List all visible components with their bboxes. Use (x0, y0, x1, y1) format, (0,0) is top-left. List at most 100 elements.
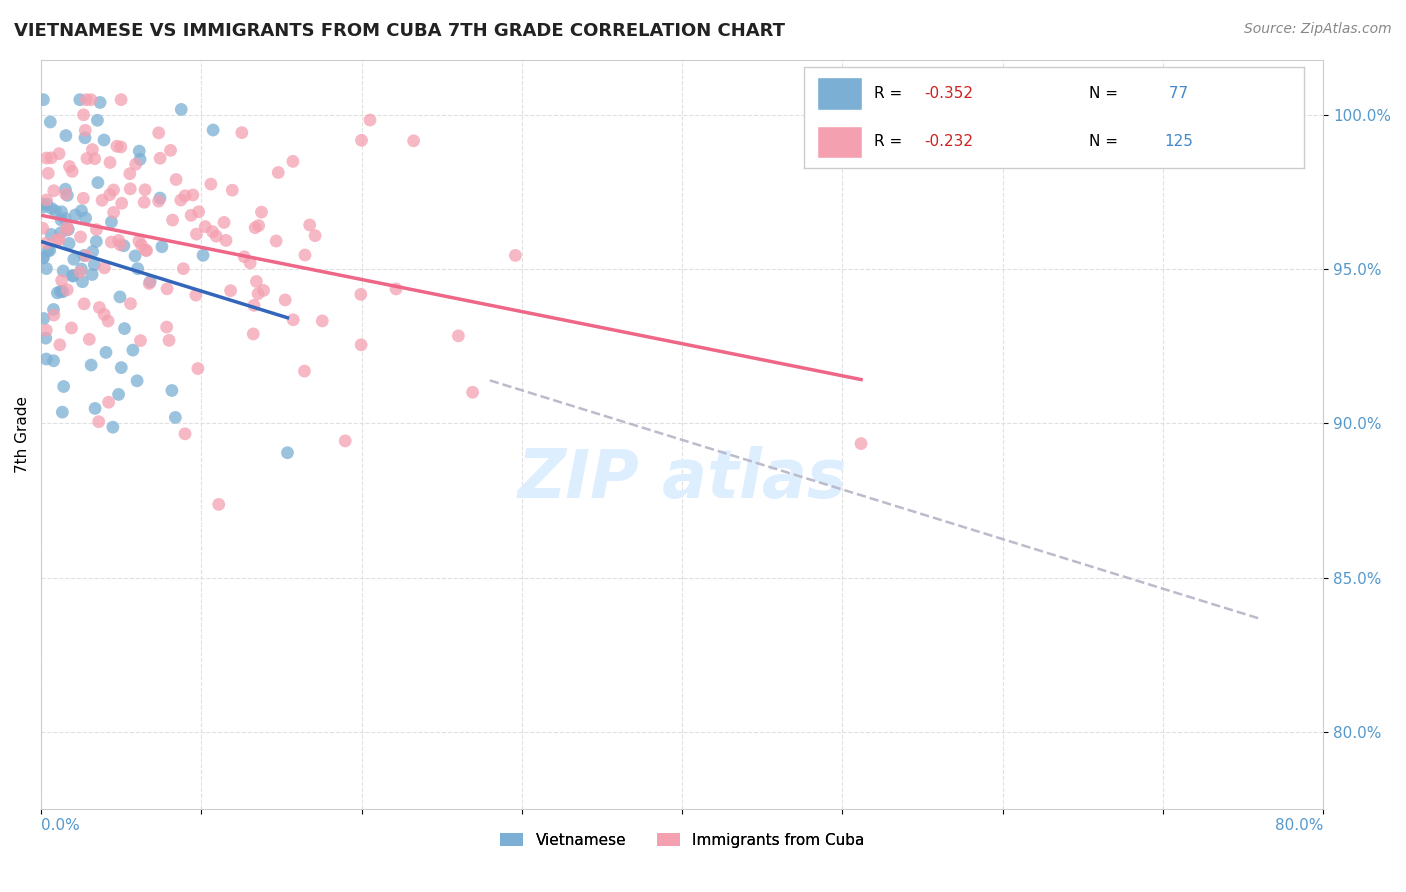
Point (174, 426, 197, 441)
Point (82, 244, 104, 259)
Point (148, 126, 170, 140)
Point (31, 221, 53, 235)
Point (385, 282, 408, 296)
Point (83, 258, 105, 272)
Point (180, 208, 202, 222)
Point (107, 387, 129, 401)
Point (156, 282, 179, 296)
Point (69, 265, 91, 279)
Point (247, 219, 270, 233)
Point (159, 144, 181, 158)
Point (125, 374, 148, 388)
Point (69, 93, 91, 107)
Point (125, 157, 148, 171)
Point (39, 227, 62, 242)
Point (200, 177, 222, 191)
Point (32, 93, 55, 107)
Point (243, 298, 266, 312)
Point (49, 226, 72, 240)
Point (75, 93, 97, 107)
Point (35, 197, 58, 211)
Point (58, 222, 80, 236)
Point (156, 320, 179, 334)
Point (219, 284, 242, 298)
Point (139, 275, 162, 289)
Point (79, 332, 101, 346)
Point (51, 405, 73, 419)
Point (58, 160, 80, 174)
Text: VIETNAMESE VS IMMIGRANTS FROM CUBA 7TH GRADE CORRELATION CHART: VIETNAMESE VS IMMIGRANTS FROM CUBA 7TH G… (14, 22, 785, 40)
Point (350, 133, 373, 147)
Point (131, 238, 153, 252)
Point (93, 260, 115, 275)
Text: Source: ZipAtlas.com: Source: ZipAtlas.com (1244, 22, 1392, 37)
Point (98, 187, 121, 202)
Point (42, 302, 65, 317)
Point (100, 235, 122, 249)
Point (91, 194, 114, 208)
Point (402, 134, 425, 148)
Point (128, 144, 150, 158)
Point (32, 311, 55, 326)
Point (51, 213, 73, 227)
Point (281, 154, 304, 169)
Point (505, 248, 527, 262)
Point (129, 334, 152, 348)
Text: ZIP atlas: ZIP atlas (517, 446, 846, 512)
Point (110, 140, 132, 154)
Point (60, 321, 83, 335)
Point (32, 251, 55, 265)
Point (283, 312, 305, 326)
Point (75, 123, 97, 137)
Point (186, 227, 208, 241)
Point (48, 233, 70, 247)
Point (157, 334, 180, 348)
Point (191, 248, 214, 262)
Point (89, 95, 111, 110)
Point (70, 203, 93, 218)
Point (93, 307, 115, 321)
Point (170, 193, 193, 207)
Point (202, 123, 225, 137)
Point (250, 205, 273, 219)
Point (62, 268, 84, 283)
Point (187, 204, 209, 219)
Point (120, 296, 142, 310)
Point (63, 252, 86, 267)
Point (107, 233, 129, 247)
Point (350, 287, 373, 301)
Point (267, 165, 290, 179)
Point (31, 252, 53, 266)
Point (124, 249, 146, 263)
Point (55, 223, 77, 237)
Point (52, 264, 75, 278)
Point (35, 352, 58, 367)
Point (46, 232, 69, 246)
Point (44, 203, 66, 218)
Point (31, 197, 53, 211)
Point (80, 358, 103, 372)
Point (252, 284, 274, 298)
Point (97, 395, 120, 409)
Point (172, 261, 194, 276)
Y-axis label: 7th Grade: 7th Grade (15, 396, 30, 473)
Text: 0.0%: 0.0% (41, 818, 80, 833)
Point (49, 285, 72, 299)
Point (48, 146, 70, 161)
Point (42, 308, 65, 322)
Point (138, 277, 160, 291)
Point (150, 240, 173, 254)
Point (245, 275, 267, 289)
Point (35, 193, 58, 207)
Point (205, 229, 228, 244)
Point (110, 360, 132, 375)
Point (134, 243, 156, 257)
Point (350, 338, 373, 352)
Point (165, 410, 187, 425)
Point (73, 248, 96, 262)
Point (93, 133, 115, 147)
Point (134, 183, 156, 197)
Point (247, 286, 270, 301)
Point (41, 202, 63, 216)
Point (56, 283, 79, 297)
